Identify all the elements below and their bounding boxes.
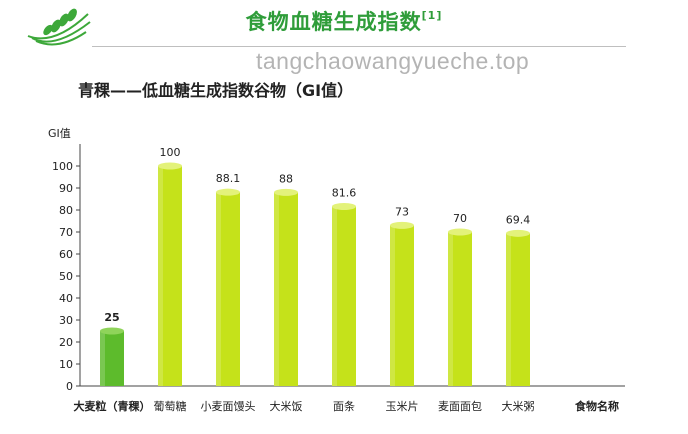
x-axis-label: 食物名称	[575, 399, 619, 413]
bar-group	[216, 188, 240, 386]
bar-cap	[274, 188, 298, 196]
watermark: tangchaowangyueche.top	[256, 48, 530, 74]
bar	[274, 192, 298, 386]
bar-group	[332, 202, 356, 386]
chart-subtitle: 青稞——低血糖生成指数谷物（GI值）	[78, 81, 354, 100]
data-label: 88.1	[216, 172, 241, 185]
category-label: 玉米片	[386, 400, 419, 413]
bar-highlight-shine	[332, 206, 337, 386]
y-tick-label: 60	[59, 248, 73, 261]
y-tick-label: 30	[59, 314, 73, 327]
y-tick-label: 70	[59, 226, 73, 239]
bar	[506, 233, 530, 386]
y-tick-label: 80	[59, 204, 73, 217]
data-label: 81.6	[332, 186, 357, 199]
bar-group	[390, 221, 414, 386]
data-label: 88	[279, 172, 293, 185]
y-tick-label: 50	[59, 270, 73, 283]
bar-cap	[216, 188, 240, 196]
footnote-ref: [1]	[421, 9, 443, 22]
y-tick-label: 0	[66, 380, 73, 393]
bar-group	[274, 188, 298, 386]
data-label: 69.4	[506, 213, 531, 226]
bar-highlight-shine	[216, 192, 221, 386]
category-label: 麦面面包	[438, 400, 482, 413]
bar-highlight-shine	[158, 166, 163, 386]
data-label: 100	[160, 146, 181, 159]
header-divider	[92, 46, 626, 47]
bar	[332, 206, 356, 386]
y-tick-label: 40	[59, 292, 73, 305]
bar-cap	[448, 228, 472, 236]
y-tick-label: 90	[59, 182, 73, 195]
bar-cap	[158, 162, 182, 170]
category-label: 小麦面馒头	[201, 400, 256, 413]
category-label: 大米粥	[502, 399, 535, 413]
bar-cap	[100, 327, 124, 335]
category-label: 大麦粒（青稞）	[74, 399, 151, 413]
bar-cap	[390, 221, 414, 229]
bar-group	[506, 229, 530, 386]
wheat-logo-icon	[27, 8, 91, 46]
bar-group	[158, 162, 182, 386]
bar-group	[448, 228, 472, 386]
bar-highlight-shine	[448, 232, 453, 386]
bar-highlight-shine	[506, 233, 511, 386]
data-label: 25	[104, 311, 119, 324]
y-axis-label: GI值	[48, 127, 71, 140]
bar	[158, 166, 182, 386]
bar	[448, 232, 472, 386]
data-label: 73	[395, 205, 409, 218]
bar-cap	[506, 229, 530, 237]
bar-highlight-shine	[100, 331, 105, 386]
category-label: 大米饭	[270, 399, 303, 413]
data-label: 70	[453, 212, 467, 225]
bar	[100, 331, 124, 386]
category-label: 葡萄糖	[154, 399, 187, 413]
y-tick-label: 100	[52, 160, 73, 173]
bar-cap	[332, 202, 356, 210]
page-title: 食物血糖生成指数[1]	[245, 9, 443, 34]
y-tick-label: 10	[59, 358, 73, 371]
bar	[390, 225, 414, 386]
y-tick-label: 20	[59, 336, 73, 349]
bar-highlight-shine	[274, 192, 279, 386]
bar	[216, 192, 240, 386]
bar-group	[100, 327, 124, 386]
header: 食物血糖生成指数[1] tangchaowangyueche.top	[0, 0, 688, 74]
bar-highlight-shine	[390, 225, 395, 386]
category-label: 面条	[333, 399, 355, 413]
